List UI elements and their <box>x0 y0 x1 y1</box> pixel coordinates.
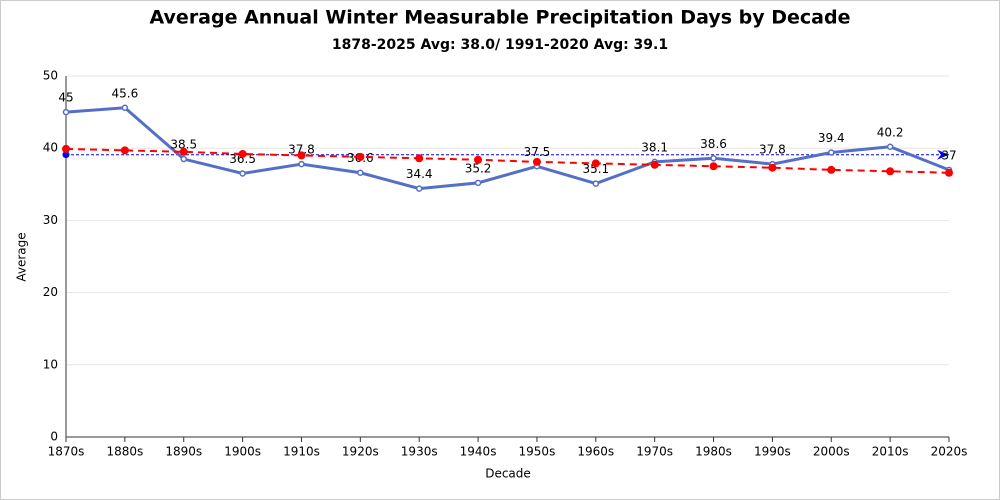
y-tick-label: 50 <box>43 69 58 83</box>
data-label: 37.5 <box>524 145 551 159</box>
x-tick-label: 1930s <box>401 445 438 459</box>
point <box>179 147 188 156</box>
x-tick-label: 1920s <box>342 445 379 459</box>
data-label: 36.5 <box>229 152 256 166</box>
x-tick-label: 1990s <box>754 445 791 459</box>
x-tick-label: 2000s <box>813 445 850 459</box>
chart-subtitle: 1878-2025 Avg: 38.0/ 1991-2020 Avg: 39.1 <box>332 37 668 53</box>
point <box>238 149 247 158</box>
point <box>297 151 306 160</box>
data-label: 38.5 <box>170 138 197 152</box>
data-label: 45.6 <box>112 86 139 100</box>
point <box>180 155 187 163</box>
point <box>886 143 894 151</box>
data-label: 39.4 <box>818 131 845 145</box>
point <box>709 162 718 171</box>
series-line <box>65 147 950 174</box>
chart-title: Average Annual Winter Measurable Precipi… <box>150 7 851 29</box>
x-tick-label: 1900s <box>224 445 261 459</box>
series-line <box>65 106 950 191</box>
point <box>415 185 423 192</box>
data-label: 34.4 <box>406 167 433 181</box>
x-tick-label: 2010s <box>872 445 909 459</box>
point <box>886 167 895 176</box>
point <box>592 180 600 187</box>
reference-start <box>62 151 70 159</box>
point <box>828 149 835 156</box>
x-tick-label: 1870s <box>48 445 85 459</box>
x-tick-label: 1880s <box>106 445 143 459</box>
data-label: 38.6 <box>700 137 727 151</box>
data-label: 45 <box>58 91 73 105</box>
point <box>945 168 953 177</box>
point <box>474 155 483 164</box>
point <box>710 155 717 162</box>
point <box>62 144 70 153</box>
point <box>768 163 777 172</box>
data-label: 37 <box>941 148 956 162</box>
data-label: 35.1 <box>582 162 609 176</box>
data-label: 40.2 <box>877 125 904 139</box>
x-tick-label: 2020s <box>931 445 968 459</box>
y-tick-label: 40 <box>43 141 58 155</box>
point <box>239 170 246 177</box>
point <box>298 160 305 168</box>
y-tick-label: 20 <box>43 285 58 299</box>
x-tick-label: 1890s <box>165 445 202 459</box>
point <box>591 159 600 168</box>
point <box>415 154 424 163</box>
y-tick-label: 30 <box>43 213 58 227</box>
point <box>532 157 541 166</box>
point <box>357 169 364 176</box>
x-tick-label: 1940s <box>460 445 497 459</box>
point <box>62 108 70 116</box>
point <box>121 104 129 112</box>
x-tick-label: 1960s <box>577 445 614 459</box>
point <box>356 152 365 161</box>
reference-arrow <box>937 149 949 160</box>
data-label: 37.8 <box>288 143 315 157</box>
y-tick-label: 0 <box>50 430 58 444</box>
data-label: 35.2 <box>465 161 492 175</box>
point <box>120 146 129 155</box>
point <box>827 165 836 174</box>
y-tick-label: 10 <box>43 357 58 371</box>
point <box>650 160 659 169</box>
x-axis-label: Decade <box>485 467 531 481</box>
y-axis-label: Average <box>15 232 29 281</box>
data-label: 37.8 <box>759 143 786 157</box>
point <box>474 179 482 187</box>
x-tick-label: 1970s <box>636 445 673 459</box>
x-tick-label: 1910s <box>283 445 320 459</box>
x-tick-label: 1950s <box>519 445 556 459</box>
data-label: 38.1 <box>641 140 668 154</box>
x-tick-label: 1980s <box>695 445 732 459</box>
